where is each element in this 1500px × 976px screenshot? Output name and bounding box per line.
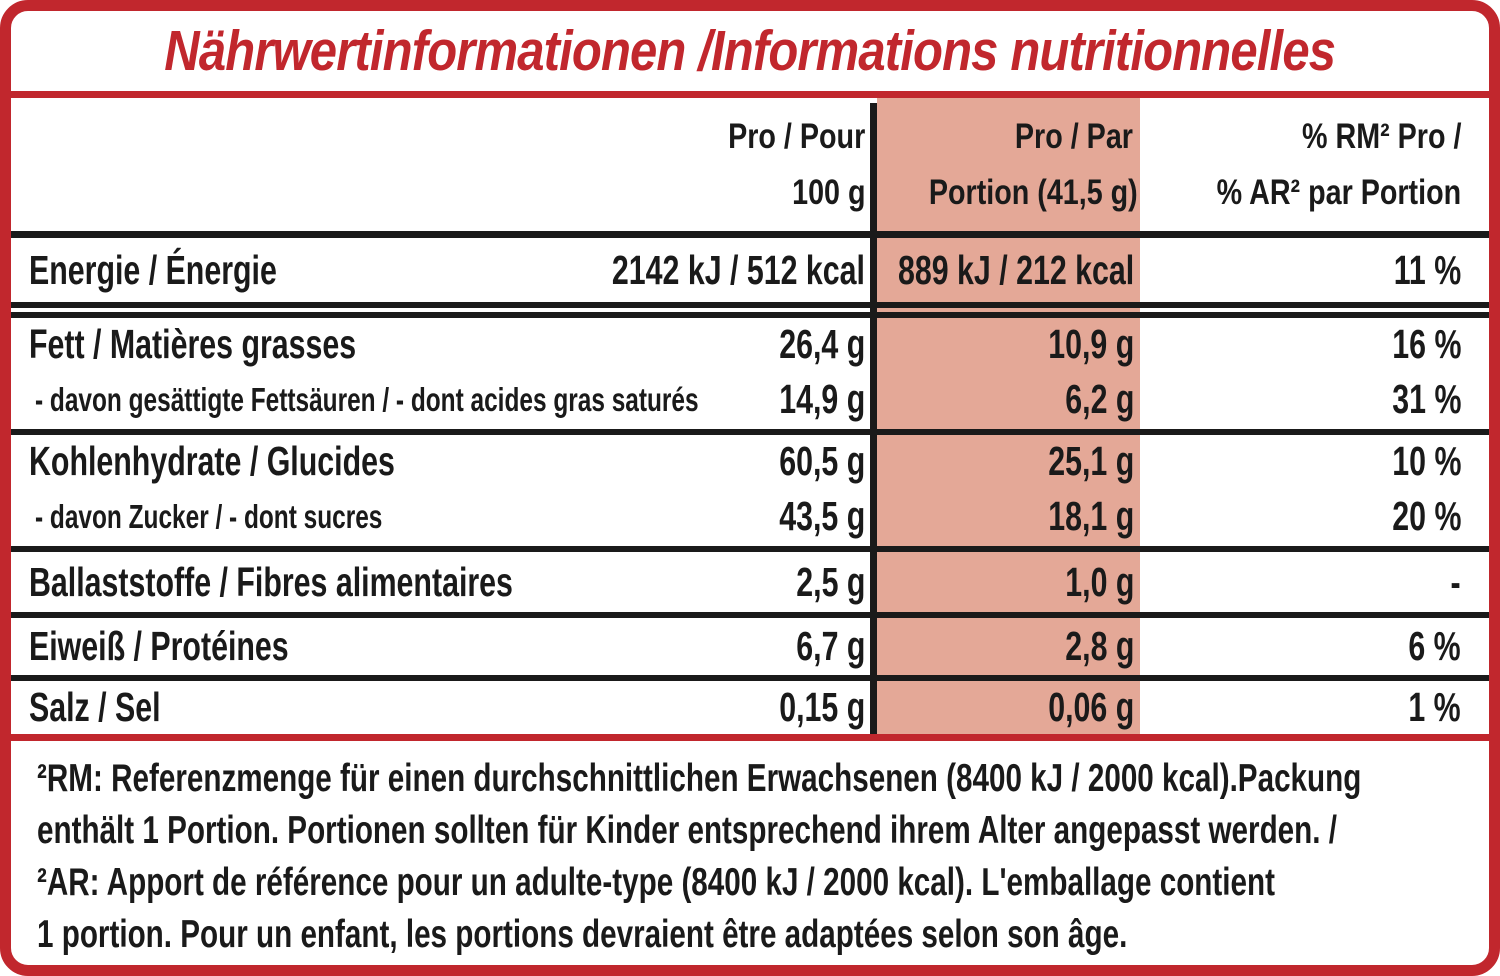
row-reference-value: 1 % xyxy=(1408,684,1461,730)
row-reference-value: 10 % xyxy=(1391,437,1461,484)
table-header: Pro / Pour 100 g Pro / Par Portion (41,5… xyxy=(11,98,1489,231)
row-label: - davon gesättigte Fettsäuren / - dont a… xyxy=(35,380,699,418)
row-portion-value: 10,9 g xyxy=(1047,320,1134,367)
row-portion-value: 6,2 g xyxy=(1064,376,1134,422)
row-reference-value: - xyxy=(1450,558,1461,605)
row-per100-value: 43,5 g xyxy=(778,493,865,539)
table-row-fat: Fett / Matières grasses 26,4 g 10,9 g 16… xyxy=(11,318,1489,370)
table-row-energy: Energie / Énergie 2142 kJ / 512 kcal 889… xyxy=(11,238,1489,302)
row-label: Salz / Sel xyxy=(29,684,161,730)
row-portion-value: 0,06 g xyxy=(1047,684,1134,730)
row-reference-value: 31 % xyxy=(1391,376,1461,422)
row-portion-value: 25,1 g xyxy=(1047,437,1134,484)
row-label: Eiweiß / Protéines xyxy=(29,623,289,669)
row-portion-value: 1,0 g xyxy=(1064,558,1134,605)
row-per100-value: 26,4 g xyxy=(778,320,865,367)
row-divider xyxy=(11,429,1489,435)
table-row-protein: Eiweiß / Protéines 6,7 g 2,8 g 6 % xyxy=(11,618,1489,675)
row-per100-value: 6,7 g xyxy=(795,623,865,669)
column-header-per-100g: Pro / Pour 100 g xyxy=(727,117,865,212)
row-reference-value: 11 % xyxy=(1393,246,1461,293)
row-reference-value: 6 % xyxy=(1408,623,1461,669)
column-header-per-portion: Pro / Par Portion (41,5 g) xyxy=(928,117,1138,212)
footnote-line: 1 portion. Pour un enfant, les portions … xyxy=(37,913,1128,956)
footnote-line: ²RM: Referenzmenge für einen durchschnit… xyxy=(37,757,1362,800)
row-reference-value: 16 % xyxy=(1391,320,1461,367)
row-divider xyxy=(11,546,1489,552)
row-portion-value: 889 kJ / 212 kcal xyxy=(897,246,1134,293)
table-row-fibre: Ballaststoffe / Fibres alimentaires 2,5 … xyxy=(11,552,1489,612)
page-title: Nährwertinformationen /Informations nutr… xyxy=(164,19,1337,83)
table-rows: Energie / Énergie 2142 kJ / 512 kcal 889… xyxy=(11,231,1489,734)
row-divider xyxy=(11,612,1489,618)
header-divider xyxy=(11,231,1489,238)
row-label: Energie / Énergie xyxy=(29,246,277,293)
row-per100-value: 2,5 g xyxy=(795,558,865,605)
row-per100-value: 2142 kJ / 512 kcal xyxy=(611,246,865,293)
footnote-line: enthält 1 Portion. Portionen sollten für… xyxy=(37,809,1337,852)
row-per100-value: 60,5 g xyxy=(778,437,865,484)
row-label: - davon Zucker / - dont sucres xyxy=(35,497,383,535)
portion-column-divider xyxy=(870,103,877,734)
row-per100-value: 0,15 g xyxy=(778,684,865,730)
row-divider xyxy=(11,302,1489,308)
row-divider xyxy=(11,312,1489,318)
portion-column-highlight xyxy=(877,98,1140,734)
table-row-salt: Salz / Sel 0,15 g 0,06 g 1 % xyxy=(11,681,1489,734)
row-label: Fett / Matières grasses xyxy=(29,320,357,367)
row-divider xyxy=(11,675,1489,681)
title-bar: Nährwertinformationen /Informations nutr… xyxy=(11,11,1489,98)
table-row-carbohydrate: Kohlenhydrate / Glucides 60,5 g 25,1 g 1… xyxy=(11,435,1489,487)
footnote: ²RM: Referenzmenge für einen durchschnit… xyxy=(11,741,1489,961)
row-per100-value: 14,9 g xyxy=(778,376,865,422)
row-reference-value: 20 % xyxy=(1391,493,1461,539)
row-portion-value: 18,1 g xyxy=(1047,493,1134,539)
row-label: Ballaststoffe / Fibres alimentaires xyxy=(29,558,513,605)
column-header-reference-intake: % RM² Pro / % AR² par Portion xyxy=(1216,117,1461,212)
table-row-saturated-fat: - davon gesättigte Fettsäuren / - dont a… xyxy=(11,370,1489,429)
row-label: Kohlenhydrate / Glucides xyxy=(29,437,395,484)
row-portion-value: 2,8 g xyxy=(1064,623,1134,669)
nutrition-table: Pro / Pour 100 g Pro / Par Portion (41,5… xyxy=(11,98,1489,741)
footnote-line: ²AR: Apport de référence pour un adulte-… xyxy=(37,861,1275,904)
table-row-sugars: - davon Zucker / - dont sucres 43,5 g 18… xyxy=(11,487,1489,546)
